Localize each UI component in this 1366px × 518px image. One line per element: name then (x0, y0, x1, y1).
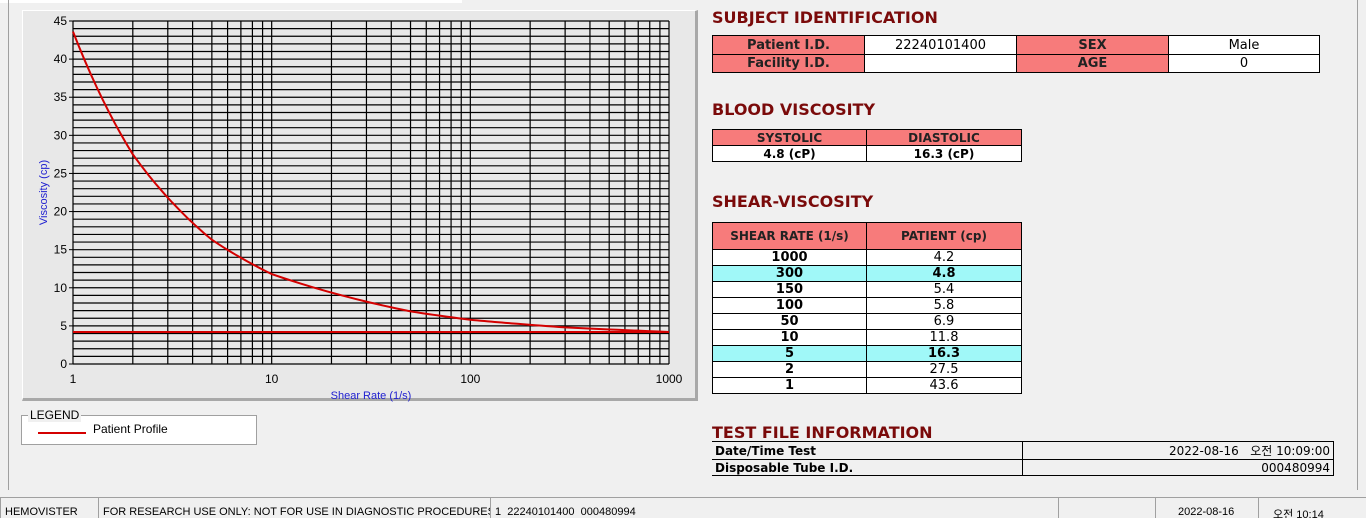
y-tick-label: 45 (54, 14, 68, 28)
shear-rate-cell: 1 (712, 377, 867, 394)
x-axis-label: Shear Rate (1/s) (331, 390, 412, 402)
shear-rate-cell: 300 (712, 265, 867, 282)
divider (1357, 0, 1358, 490)
y-tick-label: 0 (60, 357, 67, 371)
diastolic-label: DIASTOLIC (866, 129, 1022, 146)
shear-row: 100 5.8 (712, 297, 1022, 314)
patient-profile-line (72, 31, 670, 333)
shear-rate-cell: 150 (712, 281, 867, 298)
y-tick-label: 20 (54, 205, 68, 219)
shear-rate-cell: 2 (712, 361, 867, 378)
viscosity-cell: 43.6 (866, 377, 1022, 394)
testfile-title: TEST FILE INFORMATION (712, 423, 933, 442)
testfile-table: Date/Time Test 2022-08-16 오전 10:09:00 Dis… (712, 441, 1334, 476)
legend-line-swatch (38, 432, 86, 434)
shear-row: 5 16.3 (712, 345, 1022, 362)
diastolic-value: 16.3 (cP) (866, 145, 1022, 162)
top-strip (0, 0, 462, 3)
shear-row: 1000 4.2 (712, 249, 1022, 266)
datetime-label: Date/Time Test (712, 441, 1023, 460)
viscosity-chart: 0 5 10 15 20 25 30 35 40 45 1 10 100 1000 Shear Rate (… (38, 14, 683, 402)
shear-rate-cell: 5 (712, 345, 867, 362)
datetime-value: 2022-08-16 오전 10:09:00 (1021, 441, 1334, 460)
y-tick-label: 25 (54, 166, 68, 180)
viscosity-cell: 4.8 (866, 265, 1022, 282)
shear-rate-cell: 50 (712, 313, 867, 330)
y-tick-label: 35 (54, 90, 68, 104)
legend-label: Patient Profile (93, 422, 168, 436)
shear-row: 2 27.5 (712, 361, 1022, 378)
status-time: 오전 10:14 (1258, 497, 1366, 518)
viscosity-cell: 11.8 (866, 329, 1022, 346)
shear-rate-cell: 10 (712, 329, 867, 346)
x-tick-label: 10 (265, 372, 279, 386)
shear-row: 150 5.4 (712, 281, 1022, 298)
systolic-label: SYSTOLIC (712, 129, 867, 146)
x-tick-label: 1 (70, 372, 77, 386)
viscosity-cell: 5.4 (866, 281, 1022, 298)
tube-value: 000480994 (1021, 459, 1334, 476)
viscosity-cell: 6.9 (866, 313, 1022, 330)
shear-row: 50 6.9 (712, 313, 1022, 330)
tube-label: Disposable Tube I.D. (712, 459, 1023, 476)
legend: LEGEND Patient Profile (21, 408, 257, 445)
shear-title: SHEAR-VISCOSITY (712, 192, 874, 211)
facility-label: Facility I.D. (712, 54, 865, 73)
chart-panel: 0 5 10 15 20 25 30 35 40 45 1 10 100 1000 Shear Rate (… (22, 10, 698, 402)
patient-id-label: Patient I.D. (712, 35, 865, 55)
status-notice: FOR RESEARCH USE ONLY: NOT FOR USE IN DI… (98, 497, 490, 518)
viscosity-cell: 27.5 (866, 361, 1022, 378)
y-tick-label: 5 (60, 319, 67, 333)
blood-title: BLOOD VISCOSITY (712, 100, 876, 119)
patient-header: PATIENT (cp) (866, 222, 1022, 250)
shear-row: 1 43.6 (712, 377, 1022, 394)
viscosity-cell: 5.8 (866, 297, 1022, 314)
status-empty (1058, 497, 1155, 518)
blood-table: SYSTOLIC DIASTOLIC 4.8 (cP) 16.3 (cP) (712, 129, 1022, 162)
x-tick-label: 100 (460, 372, 480, 386)
subject-table: Patient I.D. 22240101400 SEX Male Facility … (712, 35, 1320, 73)
age-label: AGE (1016, 54, 1169, 73)
age-value: 0 (1168, 54, 1320, 73)
facility-value (864, 54, 1017, 73)
x-tick-label: 1000 (656, 372, 683, 386)
viscosity-cell: 16.3 (866, 345, 1022, 362)
shear-row: 10 11.8 (712, 329, 1022, 346)
y-tick-label: 10 (54, 281, 68, 295)
shear-rate-cell: 100 (712, 297, 867, 314)
divider (8, 0, 9, 490)
y-axis-label: Viscosity (cp) (38, 160, 50, 225)
status-record: 1 22240101400 000480994 (490, 497, 1058, 518)
y-tick-label: 30 (54, 128, 68, 142)
patient-id-value: 22240101400 (864, 35, 1017, 55)
status-date: 2022-08-16 (1155, 497, 1258, 518)
sex-value: Male (1168, 35, 1320, 55)
y-tick-label: 40 (54, 52, 68, 66)
status-app: HEMOVISTER (0, 497, 98, 518)
y-tick-label: 15 (54, 243, 68, 257)
subject-title: SUBJECT IDENTIFICATION (712, 8, 938, 27)
sex-label: SEX (1016, 35, 1169, 55)
systolic-value: 4.8 (cP) (712, 145, 867, 162)
shear-table: SHEAR RATE (1/s) PATIENT (cp) 1000 4.2 300 4… (712, 222, 1022, 394)
shear-rate-header: SHEAR RATE (1/s) (712, 222, 867, 250)
legend-title: LEGEND (28, 408, 82, 422)
shear-row: 300 4.8 (712, 265, 1022, 282)
shear-rate-cell: 1000 (712, 249, 867, 266)
viscosity-cell: 4.2 (866, 249, 1022, 266)
